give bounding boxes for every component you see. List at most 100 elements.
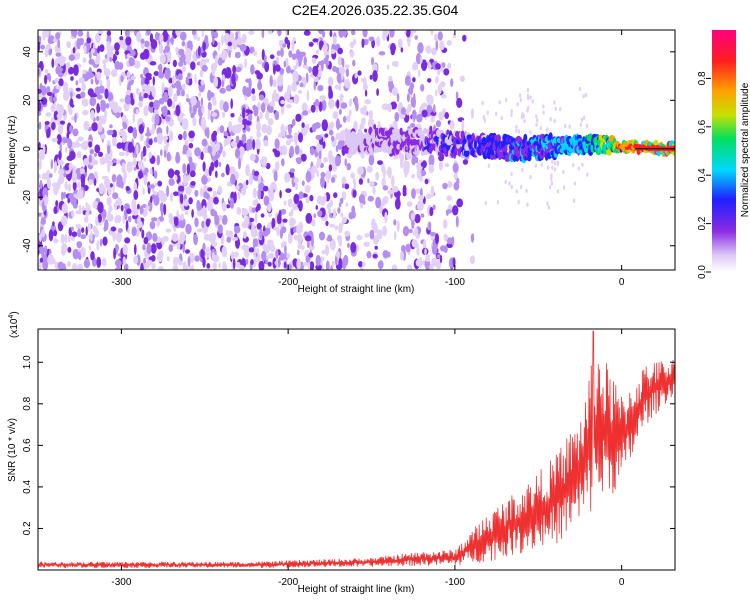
noise-dot [315,254,321,267]
noise-dot [70,197,77,206]
spectrogram-xlabel: Height of straight line (km) [298,284,415,295]
noise-dot [91,122,98,132]
noise-dot [122,214,125,224]
noise-dot [363,104,367,116]
noise-dot [462,34,467,42]
noise-dot [200,151,204,161]
noise-dot [186,174,191,181]
noise-dot [580,117,584,123]
noise-dot [103,68,111,77]
noise-dot [303,56,307,66]
noise-dot [305,196,310,204]
noise-dot [223,132,229,137]
noise-dot [59,142,62,154]
noise-dot [245,179,249,186]
noise-dot [102,59,107,65]
noise-dot [158,63,163,74]
noise-dot [410,30,414,38]
noise-dot [470,233,475,243]
noise-dot [406,36,412,44]
noise-dot [214,214,220,226]
noise-dot [40,217,46,225]
noise-dot [293,234,299,241]
noise-dot [358,261,363,268]
noise-dot [190,264,195,270]
noise-dot [99,156,106,165]
noise-dot [198,91,202,97]
noise-dot [272,64,276,75]
noise-dot [207,145,213,154]
noise-dot [298,221,304,234]
noise-dot [153,71,159,76]
noise-dot [188,156,193,164]
noise-dot [48,229,54,242]
noise-dot [327,207,332,214]
noise-dot [406,30,411,38]
noise-dot [462,159,469,165]
noise-dot [267,261,272,267]
noise-dot [425,254,431,263]
noise-dot [435,120,442,128]
noise-dot [229,197,235,209]
noise-dot [227,41,232,47]
noise-dot [89,148,95,155]
noise-dot [334,84,342,90]
noise-dot [242,244,247,250]
noise-dot [70,91,73,99]
noise-dot [573,181,577,186]
noise-dot [99,79,103,86]
noise-dot [51,122,56,131]
noise-dot [427,78,432,83]
noise-dot [232,65,237,74]
noise-dot [265,259,269,265]
noise-dot [317,61,325,66]
noise-dot [167,98,173,107]
noise-dot [61,203,68,214]
noise-dot [361,38,365,48]
noise-dot [175,104,181,117]
noise-dot [172,75,175,85]
noise-dot [99,184,104,195]
noise-dot [136,223,140,233]
x-tick-label: -300 [111,277,131,288]
noise-dot [122,244,128,256]
noise-dot [342,140,345,146]
noise-dot [551,165,554,170]
noise-dot [233,225,241,234]
noise-dot [125,118,129,125]
ridge-blob [430,142,434,152]
noise-dot [140,73,144,79]
noise-dot [416,113,423,123]
noise-dot [470,108,474,120]
noise-dot [449,120,455,130]
noise-dot [356,234,363,241]
noise-dot [420,162,425,167]
noise-dot [199,186,203,198]
noise-dot [411,188,416,199]
noise-dot [258,79,262,89]
noise-dot [132,127,137,139]
noise-dot [368,110,373,119]
noise-dot [245,164,251,177]
noise-dot [301,102,308,112]
noise-dot [106,30,112,36]
noise-dot [172,264,179,270]
noise-dot [79,168,85,175]
noise-dot [332,35,337,45]
noise-dot [285,188,292,194]
noise-dot [48,73,51,83]
noise-dot [345,202,349,207]
noise-dot [523,118,526,124]
noise-dot [428,63,432,70]
noise-dot [127,165,133,172]
noise-dot [186,97,189,103]
noise-dot [317,210,323,218]
noise-dot [131,198,137,211]
noise-dot [280,208,287,215]
noise-dot [114,61,121,70]
noise-dot [64,146,68,153]
noise-dot [119,198,123,206]
noise-dot [148,138,153,146]
noise-dot [345,82,351,89]
